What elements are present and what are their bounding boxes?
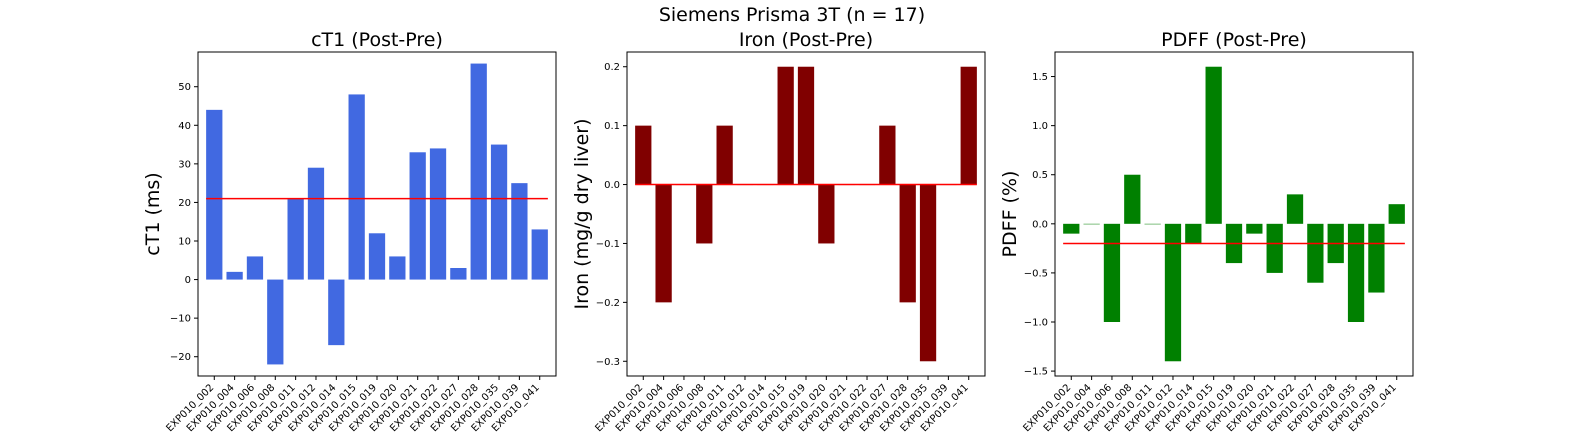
y-tick-label: −20 — [170, 352, 191, 363]
chart-panel-3: PDFF (Post-Pre)−1.5−1.0−0.50.00.51.01.5E… — [999, 29, 1414, 432]
bar-EXP010_021 — [1266, 223, 1283, 273]
y-tick-label: 1.5 — [1032, 72, 1048, 83]
y-tick-label: −1.0 — [1024, 318, 1048, 329]
figure-suptitle: Siemens Prisma 3T (n = 17) — [658, 4, 926, 26]
bar-EXP010_022 — [1286, 194, 1304, 224]
bar-EXP010_004 — [1083, 223, 1100, 225]
bar-EXP010_035 — [919, 184, 937, 362]
bar-EXP010_020 — [389, 256, 406, 280]
y-tick-label: 0.2 — [604, 62, 620, 73]
bar-EXP010_015 — [348, 94, 365, 280]
y-tick-label: 0.0 — [604, 180, 620, 191]
chart-panel-1: cT1 (Post-Pre)−20−1001020304050EXP010_00… — [142, 29, 557, 432]
chart-title: Iron (Post-Pre) — [739, 29, 873, 51]
y-axis-label: PDFF (%) — [999, 171, 1021, 258]
bar-EXP010_041 — [531, 229, 548, 280]
bar-EXP010_011 — [716, 125, 733, 185]
bar-EXP010_002 — [1063, 223, 1080, 234]
bar-EXP010_020 — [818, 184, 835, 244]
y-tick-label: 0.0 — [1032, 219, 1048, 230]
bar-EXP010_008 — [1124, 174, 1141, 224]
bar-EXP010_039 — [1368, 223, 1385, 293]
bar-EXP010_014 — [1185, 223, 1202, 244]
bar-EXP010_019 — [368, 233, 386, 280]
bar-EXP010_012 — [1164, 223, 1182, 362]
chart-title: PDFF (Post-Pre) — [1161, 29, 1307, 51]
y-tick-label: 20 — [178, 198, 191, 209]
bar-EXP010_035 — [490, 144, 508, 280]
y-axis-label: cT1 (ms) — [142, 172, 164, 255]
axes-frame — [1054, 51, 1414, 377]
bar-EXP010_028 — [470, 63, 487, 280]
bar-EXP010_004 — [655, 184, 672, 303]
y-tick-label: 1.0 — [1032, 121, 1048, 132]
chart-title: cT1 (Post-Pre) — [311, 29, 443, 51]
bar-EXP010_041 — [1388, 204, 1405, 224]
y-tick-label: −0.2 — [596, 298, 620, 309]
y-tick-label: 10 — [178, 237, 191, 248]
y-tick-label: −0.1 — [596, 239, 620, 250]
bar-EXP010_035 — [1347, 223, 1365, 322]
bar-EXP010_027 — [879, 125, 896, 185]
bar-EXP010_028 — [899, 184, 916, 303]
bar-EXP010_020 — [1246, 223, 1263, 234]
bar-EXP010_004 — [226, 271, 243, 280]
bar-EXP010_021 — [409, 152, 426, 280]
bar-EXP010_015 — [777, 66, 794, 185]
y-tick-label: 50 — [178, 82, 191, 93]
bar-EXP010_006 — [1103, 223, 1121, 322]
y-tick-label: −0.3 — [596, 357, 620, 368]
bar-EXP010_019 — [797, 66, 815, 185]
bar-EXP010_006 — [246, 256, 264, 280]
bar-EXP010_011 — [1144, 223, 1161, 225]
bar-EXP010_027 — [1307, 223, 1324, 283]
bar-EXP010_041 — [960, 66, 977, 185]
y-tick-label: −1.5 — [1024, 367, 1048, 378]
y-tick-label: 0 — [185, 275, 191, 286]
y-tick-label: −10 — [170, 314, 191, 325]
bar-EXP010_012 — [307, 167, 325, 280]
bar-EXP010_014 — [328, 279, 345, 346]
y-tick-label: 30 — [178, 159, 191, 170]
bar-EXP010_011 — [287, 198, 304, 280]
y-tick-label: −0.5 — [1024, 268, 1048, 279]
bar-EXP010_027 — [450, 268, 467, 280]
bar-EXP010_008 — [267, 279, 284, 365]
bar-EXP010_039 — [511, 183, 528, 280]
y-axis-label: Iron (mg/g dry liver) — [571, 118, 593, 309]
bar-EXP010_015 — [1205, 66, 1222, 224]
y-tick-label: 0.5 — [1032, 170, 1048, 181]
bar-EXP010_008 — [696, 184, 713, 244]
y-tick-label: 40 — [178, 121, 191, 132]
bar-EXP010_022 — [429, 148, 447, 280]
bar-EXP010_002 — [635, 125, 652, 185]
y-tick-label: 0.1 — [604, 121, 620, 132]
chart-panel-2: Iron (Post-Pre)−0.3−0.2−0.10.00.10.2EXP0… — [571, 29, 986, 432]
bar-EXP010_002 — [206, 109, 223, 280]
